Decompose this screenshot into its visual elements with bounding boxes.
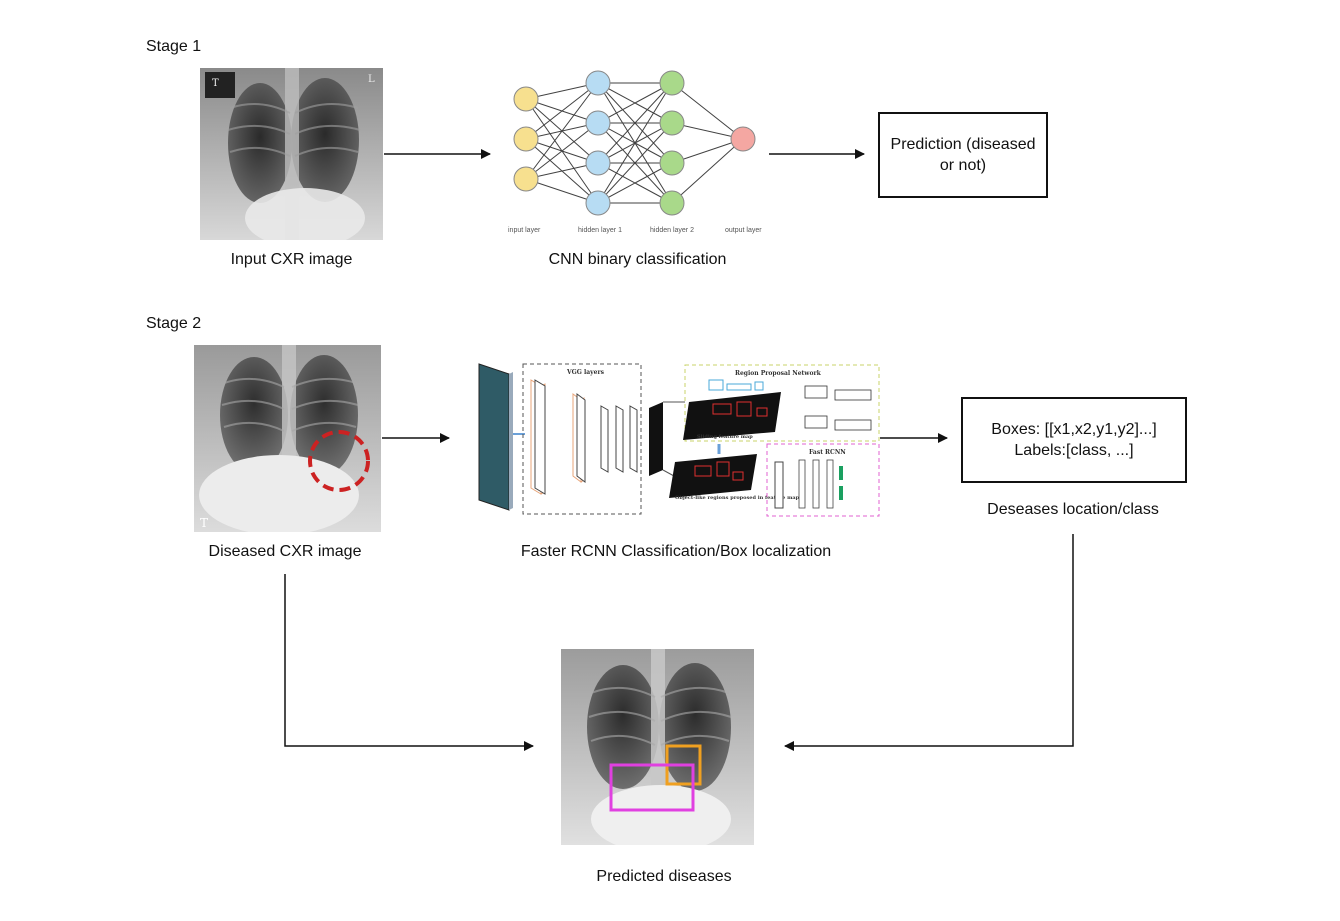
labels-output-text: Labels:[class, ...] — [1014, 442, 1134, 459]
nn-label-hidden2: hidden layer 2 — [650, 227, 694, 234]
diseased-cxr-caption: Diseased CXR image — [208, 543, 362, 560]
vgg-label: VGG layers — [566, 369, 605, 376]
input-cxr-image: T L — [200, 68, 383, 240]
predicted-diseases-image — [561, 649, 754, 845]
faster-rcnn-figure: VGG layers Region Proposal Network Slidi — [475, 362, 881, 518]
svg-text:L: L — [368, 74, 375, 85]
input-cxr-caption: Input CXR image — [230, 251, 353, 268]
svg-text:T: T — [200, 516, 208, 530]
nn-label-hidden1: hidden layer 1 — [578, 227, 622, 234]
nn-label-input: input layer — [508, 227, 541, 234]
predicted-diseases-caption: Predicted diseases — [596, 868, 732, 885]
prediction-text: Prediction (diseased or not) — [890, 136, 1036, 174]
detection-output-box: Boxes: [[x1,x2,y1,y2]...] Labels:[class,… — [961, 397, 1187, 483]
nn-label-output: output layer — [725, 227, 762, 234]
sliding-label: Sliding feature map — [697, 434, 753, 440]
svg-text:T: T — [212, 78, 219, 89]
objectlike-label: Object-like regions proposed in feature … — [675, 495, 800, 501]
prediction-box: Prediction (diseased or not) — [878, 112, 1048, 198]
cnn-caption: CNN binary classification — [548, 251, 727, 268]
arrow-diseased-to-result — [284, 574, 534, 751]
output-caption: Deseases location/class — [987, 501, 1159, 518]
arrow-output-to-result — [784, 534, 1074, 751]
rpn-label: Region Proposal Network — [735, 370, 822, 377]
boxes-output-text: Boxes: [[x1,x2,y1,y2]...] — [991, 421, 1157, 438]
faster-rcnn-caption: Faster RCNN Classification/Box localizat… — [520, 543, 832, 560]
diseased-cxr-image: T — [194, 345, 381, 532]
stage1-label: Stage 1 — [146, 38, 202, 55]
fast-rcnn-label: Fast RCNN — [809, 449, 846, 456]
stage2-label: Stage 2 — [146, 315, 202, 332]
